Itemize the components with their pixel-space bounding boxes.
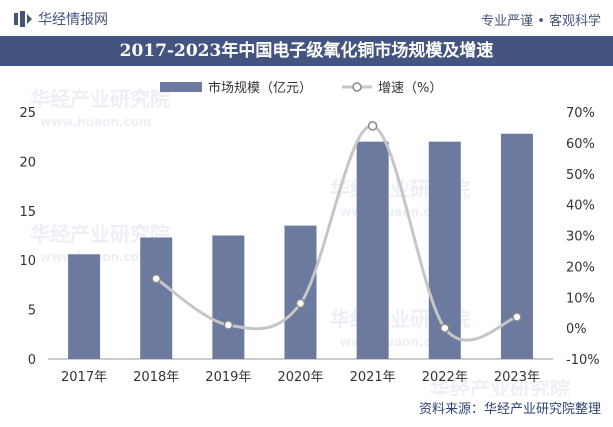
x-axis-tick-label: 2021年 — [350, 370, 396, 385]
right-axis-tick-label: 30% — [566, 230, 595, 245]
right-axis-tick-label: 60% — [566, 137, 595, 152]
bar-2023年 — [500, 133, 533, 359]
brand-name: 华经情报网 — [38, 12, 108, 28]
top-bar: 华经情报网 专业严谨 • 客观科学 — [0, 0, 613, 36]
x-axis-tick-label: 2018年 — [133, 370, 179, 385]
left-axis-tick-label: 15 — [19, 205, 36, 220]
right-axis-tick-label: 40% — [566, 199, 595, 214]
chart-title: 2017-2023年中国电子级氧化铜市场规模及增速 — [0, 36, 613, 66]
x-axis-tick-label: 2023年 — [494, 370, 540, 385]
bar-2021年 — [356, 141, 389, 359]
brand: 华经情报网 — [14, 9, 108, 29]
x-axis-tick-label: 2020年 — [277, 370, 323, 385]
left-axis-tick-label: 25 — [19, 106, 36, 121]
left-axis-tick-label: 10 — [19, 254, 36, 269]
growth-marker — [223, 320, 234, 330]
bar-2022年 — [428, 141, 461, 359]
slogan: 专业严谨 • 客观科学 — [481, 14, 601, 29]
bar-2017年 — [68, 254, 101, 359]
right-axis-tick-label: -10% — [566, 353, 600, 368]
right-axis: -10% 0% 10% 20% 30% 40% 50% 60% 70% — [566, 106, 600, 368]
growth-marker — [367, 121, 378, 131]
watermark-text: 华经产业研究院 — [30, 87, 170, 111]
bar-2019年 — [212, 235, 245, 359]
legend-bar-swatch — [160, 82, 202, 92]
x-axis-tick-label: 2022年 — [422, 370, 468, 385]
x-axis-tick-label: 2017年 — [61, 370, 107, 385]
watermark-url: www.huaon.com — [40, 115, 151, 129]
legend-bar-label: 市场规模（亿元） — [208, 80, 312, 96]
left-axis-tick-label: 0 — [28, 353, 36, 368]
legend-line-label: 增速（%） — [378, 81, 442, 96]
x-axis-tick-label: 2019年 — [205, 370, 251, 385]
watermark-text: 华经产业研究院 — [430, 377, 570, 396]
growth-marker — [295, 298, 306, 309]
growth-marker — [151, 273, 161, 284]
left-axis-tick-label: 20 — [19, 155, 36, 170]
growth-markers — [151, 121, 522, 333]
growth-marker — [440, 323, 450, 333]
brand-logo-icon — [14, 11, 32, 27]
chart-canvas: 华经产业研究院www.huaon.com华经产业研究院www.huaon.com… — [19, 80, 600, 396]
right-axis-tick-label: 0% — [566, 322, 587, 337]
bar-2020年 — [284, 225, 317, 359]
legend: 市场规模（亿元） 增速（%） — [160, 80, 442, 96]
growth-marker — [512, 312, 522, 322]
left-axis-tick-label: 5 — [28, 304, 36, 319]
right-axis-tick-label: 20% — [566, 260, 595, 275]
source-note: 资料来源：华经产业研究院整理 — [418, 402, 601, 417]
right-axis-tick-label: 70% — [566, 106, 595, 121]
bar-series — [68, 133, 533, 359]
bar-2018年 — [140, 237, 173, 359]
right-axis-tick-label: 50% — [566, 168, 595, 183]
left-axis: 0 5 10 15 20 25 — [19, 106, 36, 368]
x-axis-ticks: 2017年 2018年 2019年 2020年 2021年 2022年 2023年 — [61, 370, 540, 385]
legend-line-marker — [352, 82, 362, 92]
right-axis-tick-label: 10% — [566, 291, 595, 306]
